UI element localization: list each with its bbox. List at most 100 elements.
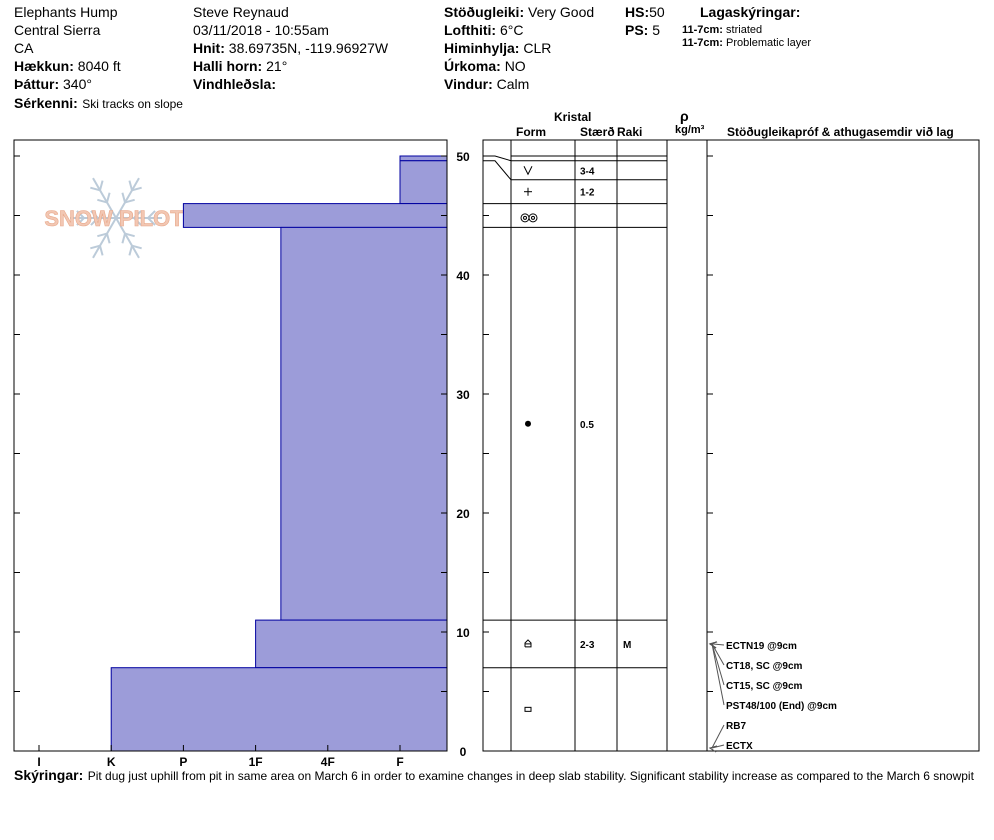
hardness-tick-label: P bbox=[179, 755, 187, 769]
stability-test-label: CT18, SC @9cm bbox=[726, 661, 803, 672]
rounded-icon bbox=[525, 420, 531, 427]
observation-datetime: 03/11/2018 - 10:55am bbox=[193, 22, 329, 38]
crystal-size-label: 1-2 bbox=[580, 188, 595, 199]
snowflake-arm bbox=[92, 217, 117, 259]
stability-row: Stöðugleiki: Very Good bbox=[444, 4, 594, 20]
elevation-value: 8040 ft bbox=[77, 58, 121, 74]
hardness-tick-label: K bbox=[107, 755, 116, 769]
coords-row: Hnit: 38.69735N, -119.96927W bbox=[193, 40, 388, 56]
hardness-bar bbox=[182, 203, 448, 228]
ps-label: PS: bbox=[625, 22, 649, 38]
test-leader-line bbox=[711, 643, 725, 706]
stability-label: Stöðugleiki: bbox=[444, 4, 525, 20]
precip-row: Úrkoma: NO bbox=[444, 58, 526, 74]
sky-row: Himinhylja: CLR bbox=[444, 40, 551, 56]
test-leader-line bbox=[711, 744, 725, 749]
snowflake-branch bbox=[106, 192, 111, 203]
test-leader-line bbox=[711, 724, 725, 749]
melt-freeze-icon bbox=[523, 215, 527, 220]
snowflake-branch bbox=[128, 245, 133, 256]
hardness-tick-label: I bbox=[37, 755, 40, 769]
wind-loading-label: Vindhleðsla: bbox=[193, 76, 276, 92]
ps-row: PS: 5 bbox=[625, 22, 660, 38]
chart-axes: 0 10 20 30 40 50 I K P 1F 4F F bbox=[13, 139, 470, 769]
test-leader-line bbox=[711, 643, 725, 666]
air-temp-label: Lofthiti: bbox=[444, 22, 497, 38]
melt-freeze-icon bbox=[520, 213, 530, 223]
layer-connector bbox=[483, 160, 512, 181]
snowflake-branch bbox=[131, 186, 142, 192]
density-symbol: ρ bbox=[680, 108, 689, 124]
crystal-size-label: 0.5 bbox=[580, 420, 594, 431]
test-leader-line bbox=[711, 643, 725, 646]
hardness-bar bbox=[399, 160, 448, 205]
observer-name: Steve Reynaud bbox=[193, 4, 289, 20]
snowflake-branch bbox=[90, 217, 99, 226]
snowflake-arm bbox=[92, 177, 117, 219]
stability-test-label: ECTN19 @9cm bbox=[726, 641, 797, 652]
hardness-bar bbox=[399, 155, 448, 162]
surface-hoar-icon bbox=[523, 166, 533, 176]
precip-label: Úrkoma: bbox=[444, 58, 501, 74]
snowflake-branch bbox=[124, 232, 135, 238]
surface-hoar-icon bbox=[523, 166, 533, 176]
density-unit: kg/m³ bbox=[675, 124, 705, 136]
snowflake-branch bbox=[147, 217, 156, 226]
state-name: CA bbox=[14, 40, 34, 56]
melt-freeze-icon bbox=[531, 215, 535, 220]
crystal-header: Kristal bbox=[554, 110, 592, 124]
tests-header: Stöðugleikapróf & athugasemdir við lag bbox=[727, 125, 954, 139]
stability-test-label: CT15, SC @9cm bbox=[726, 681, 803, 692]
comments-text: Pit dug just uphill from pit in same are… bbox=[87, 769, 974, 783]
melt-freeze-icon bbox=[528, 213, 538, 223]
wind-value: Calm bbox=[496, 76, 530, 92]
slope-value: 21° bbox=[266, 58, 288, 74]
hardness-bar bbox=[255, 619, 448, 669]
features-label: Sérkenni: bbox=[14, 95, 78, 111]
snowpilot-watermark: SNOW PILOT bbox=[44, 177, 185, 259]
moisture-label: M bbox=[623, 640, 631, 651]
watermark-text: SNOW PILOT bbox=[44, 206, 184, 231]
layer-note: 11-7cm: striated bbox=[682, 24, 762, 37]
features-row: Sérkenni: Ski tracks on slope bbox=[14, 95, 183, 113]
hardness-tick-label: 1F bbox=[249, 755, 263, 769]
depth-tick-label: 40 bbox=[456, 269, 470, 283]
sky-label: Himinhylja: bbox=[444, 40, 520, 56]
layer-note-range: 11-7cm: bbox=[682, 37, 723, 49]
aspect-label: Þáttur: bbox=[14, 76, 60, 92]
hardness-bars bbox=[110, 155, 448, 752]
precip-icon bbox=[524, 187, 532, 196]
footer-comments: Skýringar: Pit dug just uphill from pit … bbox=[14, 767, 992, 785]
snowflake-branch bbox=[121, 192, 126, 203]
elevation-row: Hækkun: 8040 ft bbox=[14, 58, 121, 74]
stability-test-label: ECTX bbox=[726, 741, 753, 752]
snowflake-branch bbox=[97, 232, 108, 238]
slope-label: Halli horn: bbox=[193, 58, 263, 74]
test-leader-arrow bbox=[708, 641, 718, 649]
faceted-icon bbox=[524, 706, 532, 712]
layer-note-text: striated bbox=[726, 24, 763, 36]
ps-value: 5 bbox=[652, 22, 661, 38]
form-header: Form bbox=[516, 125, 546, 139]
depth-tick-label: 30 bbox=[456, 388, 470, 402]
profile-frame bbox=[13, 139, 448, 752]
elevation-label: Hækkun: bbox=[14, 58, 74, 74]
snowflake-branch bbox=[147, 210, 156, 219]
table-frame bbox=[482, 139, 980, 752]
snowflake-arm bbox=[115, 217, 140, 259]
depth-tick-label: 50 bbox=[456, 150, 470, 164]
hardness-bar bbox=[280, 226, 448, 621]
depth-tick-label: 0 bbox=[460, 745, 467, 759]
location-name: Elephants Hump bbox=[14, 4, 118, 20]
faceted-icon bbox=[524, 706, 532, 712]
snowflake-branch bbox=[128, 180, 133, 191]
snowflake-branch bbox=[76, 217, 85, 226]
snowflake-branch bbox=[121, 233, 126, 244]
stability-value: Very Good bbox=[528, 4, 595, 20]
depth-hoar-icon bbox=[524, 639, 532, 648]
features-value: Ski tracks on slope bbox=[82, 97, 183, 111]
snowflake-branch bbox=[124, 198, 135, 204]
snowflake-branch bbox=[99, 180, 104, 191]
snowflake-icon bbox=[70, 177, 162, 259]
